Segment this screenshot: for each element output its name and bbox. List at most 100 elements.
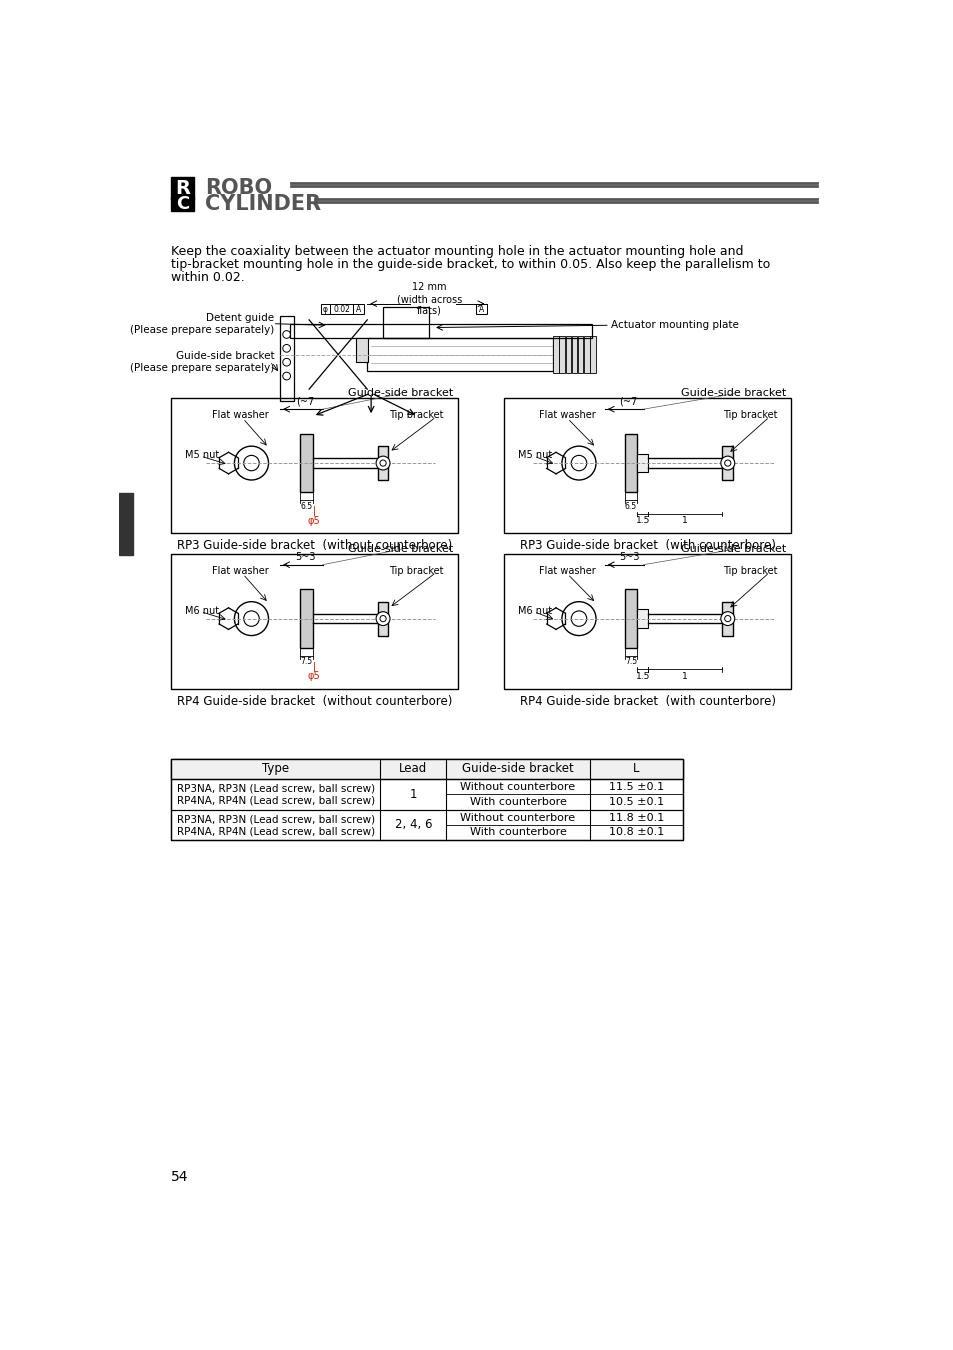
Bar (300, 433, 313, 493)
Bar (377, 446, 388, 481)
Text: Tip bracket: Tip bracket (722, 566, 777, 576)
Bar (624, 590, 637, 648)
Text: RP4 Guide-side bracket  (with counterbore): RP4 Guide-side bracket (with counterbore… (519, 694, 775, 707)
Text: M6 nut: M6 nut (517, 606, 552, 616)
Text: 1: 1 (409, 787, 416, 801)
Text: 5~3: 5~3 (618, 552, 639, 562)
Bar (578, 336, 583, 373)
Text: RP3NA, RP3N (Lead screw, ball screw): RP3NA, RP3N (Lead screw, ball screw) (176, 784, 375, 794)
Bar (171, 759, 682, 840)
Bar (504, 398, 790, 533)
Text: L: L (632, 763, 639, 775)
Bar (171, 779, 682, 810)
Bar (553, 336, 558, 373)
Text: Lead: Lead (398, 763, 427, 775)
Bar (171, 554, 457, 688)
Text: With counterbore: With counterbore (469, 796, 566, 806)
Text: Flat washer: Flat washer (538, 566, 596, 576)
Bar (583, 336, 589, 373)
Text: 1.5: 1.5 (635, 516, 649, 525)
Bar (637, 454, 647, 472)
Bar (300, 590, 313, 648)
Text: Guide-side bracket: Guide-side bracket (680, 544, 785, 554)
Bar (624, 433, 637, 493)
Text: RP4NA, RP4N (Lead screw, ball screw): RP4NA, RP4N (Lead screw, ball screw) (176, 826, 375, 836)
Text: R: R (175, 178, 190, 197)
Text: Flat washer: Flat washer (212, 566, 268, 576)
Text: C: C (176, 194, 190, 212)
Text: ROBO: ROBO (205, 178, 273, 198)
Text: Guide-side bracket: Guide-side bracket (680, 387, 785, 398)
Text: Flat washer: Flat washer (212, 410, 268, 420)
Bar (355, 338, 368, 362)
Text: (~7: (~7 (618, 396, 637, 406)
Text: Flat washer: Flat washer (538, 410, 596, 420)
Text: 11.5 ±0.1: 11.5 ±0.1 (608, 782, 663, 792)
Text: 6.5: 6.5 (624, 502, 637, 510)
Text: 10.5 ±0.1: 10.5 ±0.1 (608, 796, 663, 806)
Bar (721, 446, 733, 481)
Text: Without counterbore: Without counterbore (460, 813, 575, 822)
Text: 5~3: 5~3 (295, 552, 315, 562)
Bar (171, 177, 194, 198)
Circle shape (375, 456, 390, 470)
Text: Tip bracket: Tip bracket (389, 410, 443, 420)
Bar (637, 609, 647, 628)
Text: M6 nut: M6 nut (185, 606, 219, 616)
Text: Actuator mounting plate: Actuator mounting plate (611, 320, 739, 331)
Text: M5 nut: M5 nut (185, 451, 219, 460)
Text: (~7: (~7 (295, 396, 314, 406)
Circle shape (720, 456, 734, 470)
Text: tip-bracket mounting hole in the guide-side bracket, to within 0.05. Also keep t: tip-bracket mounting hole in the guide-s… (171, 258, 770, 271)
Circle shape (720, 612, 734, 625)
Bar (565, 336, 571, 373)
Bar (367, 338, 553, 371)
Text: 1.5: 1.5 (635, 672, 649, 680)
Text: Guide-side bracket: Guide-side bracket (348, 387, 453, 398)
Bar (382, 306, 429, 338)
Bar (476, 304, 486, 315)
Bar (290, 324, 592, 338)
Text: φ5: φ5 (308, 671, 320, 682)
Text: RP3NA, RP3N (Lead screw, ball screw): RP3NA, RP3N (Lead screw, ball screw) (176, 815, 375, 825)
Text: φ: φ (322, 305, 328, 313)
Text: 7.5: 7.5 (300, 657, 313, 667)
Text: φ5: φ5 (308, 516, 320, 525)
Bar (721, 602, 733, 636)
Text: 6.5: 6.5 (300, 502, 313, 510)
Text: 1: 1 (681, 672, 687, 680)
Text: Tip bracket: Tip bracket (722, 410, 777, 420)
Text: 1: 1 (681, 516, 687, 525)
Text: RP4NA, RP4N (Lead screw, ball screw): RP4NA, RP4N (Lead screw, ball screw) (176, 795, 375, 806)
Bar (119, 493, 133, 555)
Text: Keep the coaxiality between the actuator mounting hole in the actuator mounting : Keep the coaxiality between the actuator… (171, 246, 743, 258)
Text: Guide-side bracket: Guide-side bracket (461, 763, 574, 775)
Text: A: A (478, 305, 483, 313)
Bar (504, 554, 790, 688)
Bar (171, 197, 194, 211)
Bar (171, 810, 682, 840)
Bar (171, 759, 682, 779)
Text: 0.02: 0.02 (333, 305, 350, 313)
Bar (320, 304, 330, 315)
Text: A: A (355, 305, 361, 313)
Bar (353, 304, 364, 315)
Text: Guide-side bracket
(Please prepare separately): Guide-side bracket (Please prepare separ… (130, 351, 274, 373)
Bar (279, 316, 294, 401)
Text: 7.5: 7.5 (624, 657, 637, 667)
Text: 2, 4, 6: 2, 4, 6 (395, 818, 432, 832)
Bar (558, 336, 564, 373)
Circle shape (375, 612, 390, 625)
Text: 54: 54 (171, 1170, 189, 1184)
Text: CYLINDER: CYLINDER (205, 193, 321, 213)
Bar (171, 398, 457, 533)
Text: RP4 Guide-side bracket  (without counterbore): RP4 Guide-side bracket (without counterb… (176, 694, 452, 707)
Bar (571, 336, 577, 373)
Text: RP3 Guide-side bracket  (with counterbore): RP3 Guide-side bracket (with counterbore… (519, 539, 775, 552)
Text: M5 nut: M5 nut (517, 451, 552, 460)
Text: 11.8 ±0.1: 11.8 ±0.1 (608, 813, 663, 822)
Text: Without counterbore: Without counterbore (460, 782, 575, 792)
Bar (330, 304, 353, 315)
Text: 12 mm
(width across
flats): 12 mm (width across flats) (396, 282, 461, 316)
Text: With counterbore: With counterbore (469, 828, 566, 837)
